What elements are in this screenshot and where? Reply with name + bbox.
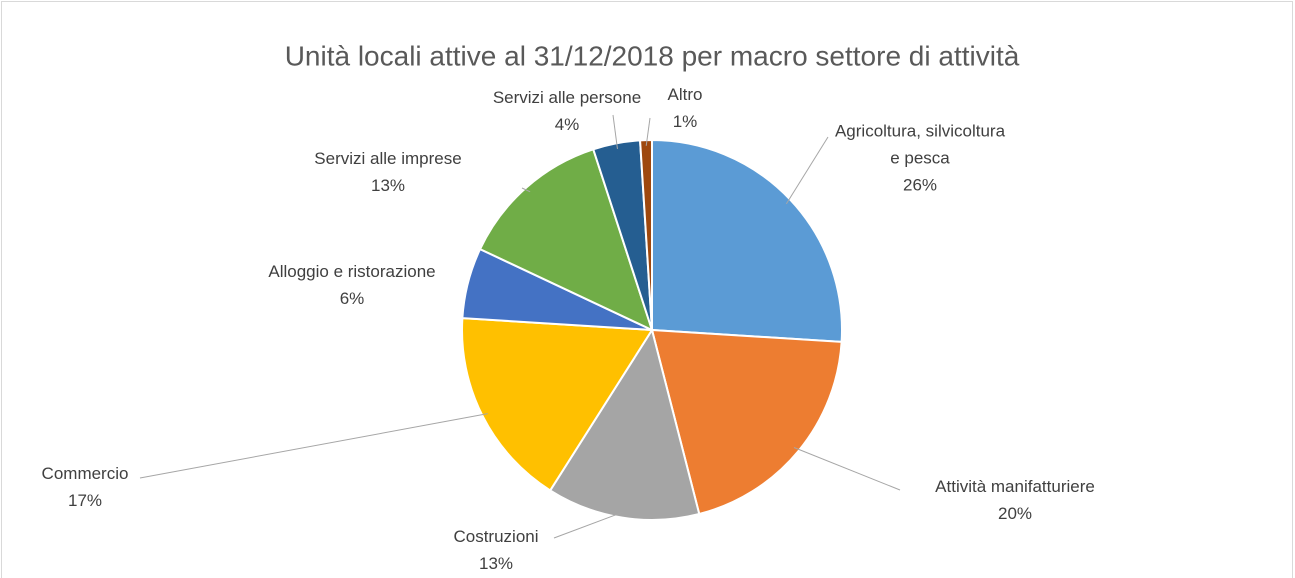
label-value: 13%: [370, 176, 406, 195]
pie-slice: [650, 328, 843, 516]
leader-line: [645, 117, 651, 146]
label-name: Altro: [667, 85, 703, 104]
leader-line: [793, 447, 901, 491]
label-value: 4%: [554, 115, 580, 134]
pie-slice: [639, 138, 653, 331]
chart-title: Unità locali attive al 31/12/2018 per ma…: [285, 40, 1020, 71]
data-label: Agricoltura, silvicoltura e pesca 26%: [830, 118, 1010, 199]
label-name: Alloggio e ristorazione: [268, 262, 436, 281]
label-value: 17%: [67, 491, 103, 510]
data-label: Attività manifatturiere 20%: [885, 473, 1145, 527]
label-value: 6%: [339, 289, 365, 308]
leader-line: [785, 136, 829, 205]
data-label: Alloggio e ristorazione 6%: [222, 258, 482, 312]
label-value: 20%: [997, 504, 1033, 523]
data-label: Commercio 17%: [0, 460, 185, 514]
label-name: Servizi alle persone: [492, 88, 642, 107]
label-value: 26%: [902, 175, 938, 195]
leader-line: [521, 187, 531, 193]
label-name: Commercio: [41, 464, 129, 483]
leader-line: [553, 511, 624, 539]
pie-slice: [651, 138, 843, 343]
label-value: 1%: [672, 112, 698, 131]
leader-line: [612, 114, 618, 150]
data-label: Servizi alle persone 4%: [447, 84, 687, 138]
label-name: Attività manifatturiere: [935, 477, 1095, 496]
label-name: Servizi alle imprese: [314, 149, 462, 168]
data-label: Servizi alle imprese 13%: [268, 145, 508, 199]
pie-slice: [478, 148, 654, 332]
label-value: 13%: [478, 554, 514, 573]
label-name: Costruzioni: [453, 527, 539, 546]
data-label: Costruzioni 13%: [396, 523, 596, 577]
data-label: Altro 1%: [645, 81, 725, 135]
pie-slice: [461, 317, 654, 492]
pie-slice: [548, 327, 701, 521]
leader-line: [139, 413, 488, 479]
label-name: Agricoltura, silvicoltura e pesca: [834, 121, 1006, 168]
